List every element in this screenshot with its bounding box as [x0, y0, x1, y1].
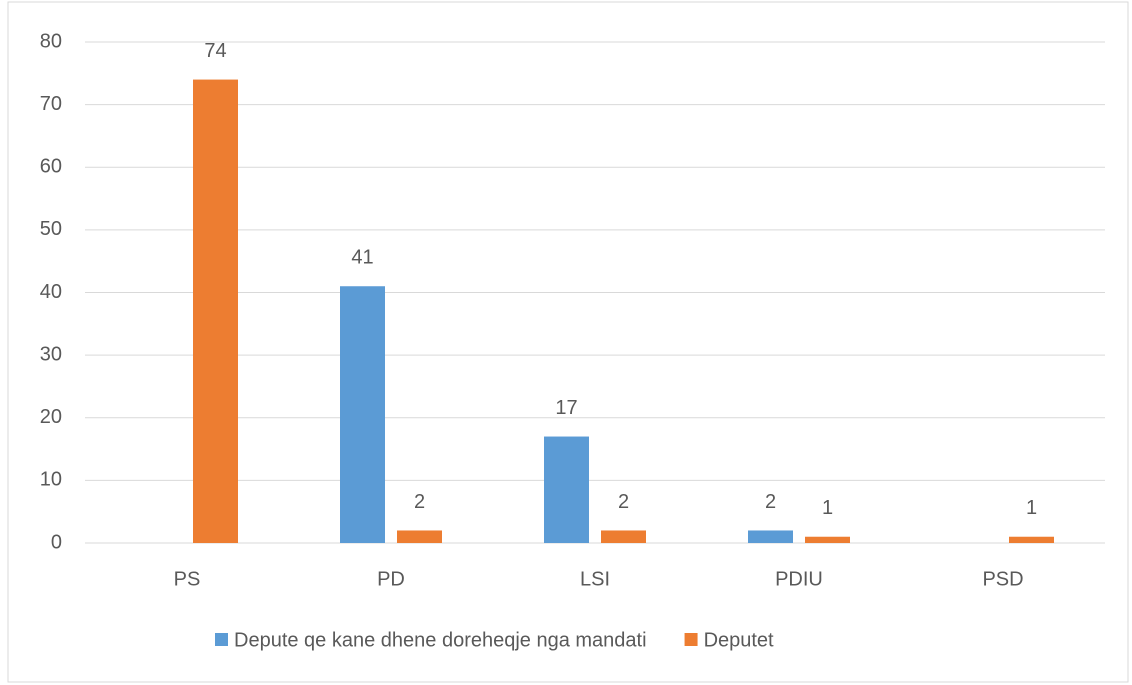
x-tick-label: PDIU — [775, 568, 823, 590]
data-label: 1 — [1026, 497, 1037, 519]
y-tick-label: 80 — [40, 30, 62, 52]
data-label: 2 — [414, 491, 425, 513]
legend-label: Depute qe kane dhene doreheqje nga manda… — [234, 629, 647, 651]
legend-swatch — [684, 633, 698, 646]
y-tick-label: 20 — [40, 406, 62, 428]
data-label: 2 — [765, 491, 776, 513]
bar — [601, 530, 646, 543]
bar — [748, 530, 793, 543]
legend-swatch — [215, 633, 228, 646]
data-label: 74 — [204, 40, 226, 62]
y-tick-label: 40 — [40, 281, 62, 303]
data-label: 1 — [822, 497, 833, 519]
y-tick-label: 70 — [40, 93, 62, 115]
bar — [1009, 536, 1054, 543]
bar — [193, 79, 238, 543]
data-label: 17 — [555, 397, 577, 419]
x-tick-label: PD — [377, 568, 405, 590]
x-tick-label: PS — [174, 568, 201, 590]
y-tick-label: 10 — [40, 469, 62, 491]
y-tick-label: 60 — [40, 156, 62, 178]
bar — [805, 536, 850, 543]
y-tick-label: 30 — [40, 343, 62, 365]
x-tick-label: LSI — [580, 568, 610, 590]
data-label: 2 — [618, 491, 629, 513]
bar — [544, 436, 589, 543]
x-tick-label: PSD — [982, 568, 1023, 590]
legend-label: Deputet — [704, 629, 774, 651]
y-tick-label: 0 — [51, 531, 62, 553]
y-tick-label: 50 — [40, 218, 62, 240]
data-label: 41 — [351, 247, 373, 269]
bar — [397, 530, 442, 543]
bar — [340, 286, 385, 543]
